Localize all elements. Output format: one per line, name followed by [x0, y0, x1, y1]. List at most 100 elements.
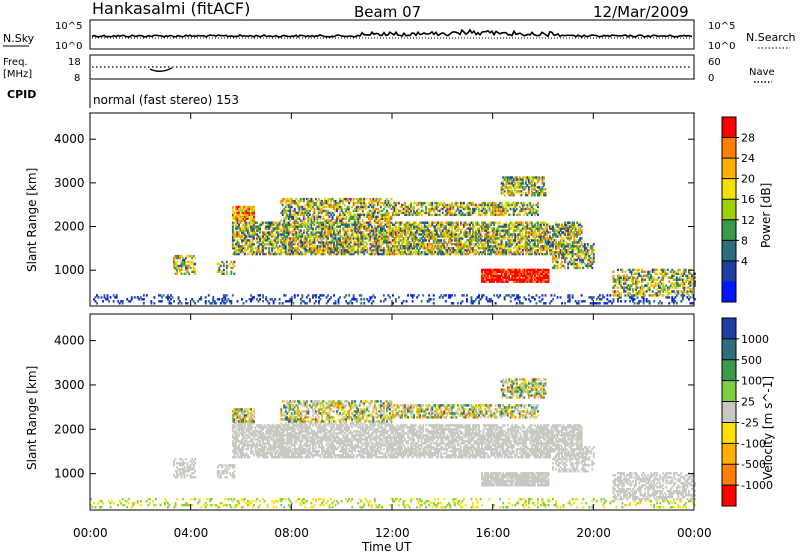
heatmap-cell [334, 247, 337, 250]
heatmap-cell [520, 280, 523, 283]
heatmap-cell [357, 247, 360, 250]
heatmap-cell [386, 197, 388, 201]
heatmap-cell [472, 302, 474, 305]
heatmap-cell [354, 221, 357, 224]
heatmap-cell [366, 213, 369, 216]
heatmap-cell [469, 243, 471, 246]
heatmap-cell [389, 241, 391, 244]
heatmap-cell [289, 211, 292, 215]
heatmap-cell [441, 243, 444, 246]
heatmap-cell [390, 231, 393, 234]
heatmap-cell [541, 252, 544, 256]
heatmap-cell [420, 251, 423, 254]
heatmap-cell [567, 229, 570, 232]
heatmap-cell [376, 197, 379, 201]
heatmap-cell [494, 203, 497, 207]
heatmap-cell [324, 205, 326, 209]
heatmap-cell [435, 231, 438, 234]
heatmap-cell [417, 233, 420, 236]
heatmap-cell [576, 264, 579, 268]
heatmap-cell [470, 300, 473, 303]
heatmap-cell [614, 280, 616, 283]
heatmap-cell [481, 239, 483, 242]
heatmap-cell [349, 239, 352, 242]
heatmap-cell [592, 249, 595, 252]
heatmap-cell [343, 243, 346, 246]
heatmap-cell [369, 209, 372, 213]
heatmap-cell [290, 251, 293, 254]
heatmap-cell [168, 296, 171, 299]
heatmap-cell [386, 241, 388, 244]
heatmap-cell [395, 247, 397, 250]
heatmap-cell [275, 221, 278, 224]
heatmap-cell [460, 243, 462, 246]
heatmap-cell [612, 278, 615, 281]
heatmap-cell [511, 225, 514, 228]
heatmap-cell [340, 223, 343, 226]
heatmap-cell [367, 300, 370, 303]
heatmap-cell [333, 249, 335, 252]
heatmap-cell [259, 229, 261, 232]
heatmap-cell [372, 215, 375, 218]
heatmap-cell [355, 209, 358, 213]
heatmap-cell [287, 249, 290, 252]
heatmap-cell [268, 249, 271, 252]
heatmap-cell [502, 205, 505, 209]
heatmap-cell [231, 207, 234, 211]
heatmap-cell [455, 233, 458, 236]
heatmap-cell [298, 252, 301, 256]
heatmap-cell [420, 203, 423, 207]
heatmap-cell [567, 300, 570, 303]
heatmap-cell [179, 268, 181, 272]
heatmap-cell [247, 217, 249, 220]
heatmap-cell [289, 249, 292, 252]
heatmap-cell [496, 280, 499, 283]
heatmap-cell [526, 278, 529, 281]
heatmap-cell [322, 247, 325, 250]
heatmap-cell [360, 298, 363, 301]
heatmap-cell [334, 235, 337, 238]
heatmap-cell [434, 233, 437, 236]
heatmap-cell [533, 231, 536, 234]
heatmap-cell [357, 243, 360, 246]
heatmap-cell [355, 217, 358, 220]
heatmap-cell [363, 241, 366, 244]
heatmap-cell [452, 233, 455, 236]
heatmap-cell [491, 276, 494, 279]
heatmap-cell [573, 262, 576, 266]
heatmap-cell [382, 207, 385, 211]
heatmap-cell [351, 225, 354, 228]
heatmap-cell [453, 235, 456, 238]
heatmap-cell [399, 223, 402, 226]
heatmap-cell [384, 213, 387, 216]
heatmap-cell [431, 243, 434, 246]
heatmap-cell [293, 294, 296, 297]
heatmap-cell [274, 251, 277, 254]
heatmap-cell [349, 300, 352, 303]
heatmap-cell [259, 225, 261, 228]
heatmap-cell [512, 205, 515, 209]
heatmap-cell [370, 245, 373, 248]
heatmap-cell [346, 233, 349, 236]
heatmap-cell [250, 229, 252, 232]
heatmap-cell [549, 252, 551, 256]
heatmap-cell [363, 302, 366, 305]
heatmap-cell [553, 229, 556, 232]
heatmap-cell [287, 197, 290, 201]
heatmap-cell [257, 227, 260, 230]
heatmap-cell [574, 245, 577, 248]
heatmap-cell [399, 221, 402, 224]
heatmap-cell [620, 268, 622, 272]
heatmap-cell [239, 205, 242, 209]
heatmap-cell [482, 227, 485, 230]
heatmap-cell [401, 203, 403, 207]
heatmap-cell [607, 300, 610, 303]
heatmap-cell [524, 280, 527, 283]
heatmap-cell [386, 229, 388, 232]
heatmap-cell [352, 245, 355, 248]
heatmap-cell [524, 180, 527, 183]
heatmap-cell [438, 235, 441, 238]
heatmap-cell [506, 243, 509, 246]
heatmap-cell [538, 192, 541, 195]
heatmap-cell [346, 245, 349, 248]
